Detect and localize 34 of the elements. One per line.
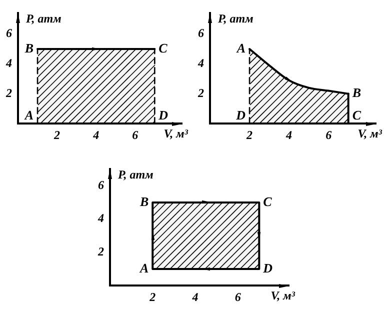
annotation: C [158, 40, 168, 56]
y-tick-label: 4 [197, 56, 204, 70]
y-tick-label: 2 [197, 86, 204, 100]
x-axis-title: V, м³ [270, 288, 296, 303]
x-tick-label: 6 [234, 290, 241, 304]
y-tick-label: 2 [5, 86, 12, 100]
y-tick-label: 6 [198, 26, 204, 40]
x-tick-label: 4 [285, 128, 292, 142]
y-tick-label: 4 [5, 56, 12, 70]
annotation: D [235, 107, 246, 122]
x-tick-label: 2 [53, 128, 60, 142]
x-axis-title: V, м³ [164, 126, 188, 141]
annotation: B [351, 85, 362, 100]
annotation: B [138, 194, 149, 209]
y-axis-title: P, атм [118, 167, 154, 182]
annotation: A [138, 260, 149, 276]
annotation: C [263, 194, 272, 209]
x-tick-label: 2 [246, 128, 253, 142]
y-tick-label: 4 [97, 211, 104, 226]
y-axis-title: P, атм [218, 11, 254, 26]
annotation: D [158, 107, 169, 122]
y-axis-title: P, атм [26, 11, 62, 26]
annotation: A [24, 107, 34, 122]
y-tick-label: 6 [98, 178, 104, 192]
annotation: A [236, 40, 246, 56]
x-tick-label: 6 [326, 128, 332, 142]
annotation: B [24, 40, 34, 56]
y-tick-label: 6 [6, 26, 12, 40]
x-axis-title: V, м³ [358, 126, 382, 141]
y-tick-label: 2 [97, 244, 104, 258]
x-tick-label: 2 [148, 290, 156, 304]
x-tick-label: 6 [132, 128, 138, 142]
annotation: C [352, 107, 362, 122]
annotation: D [262, 260, 274, 276]
